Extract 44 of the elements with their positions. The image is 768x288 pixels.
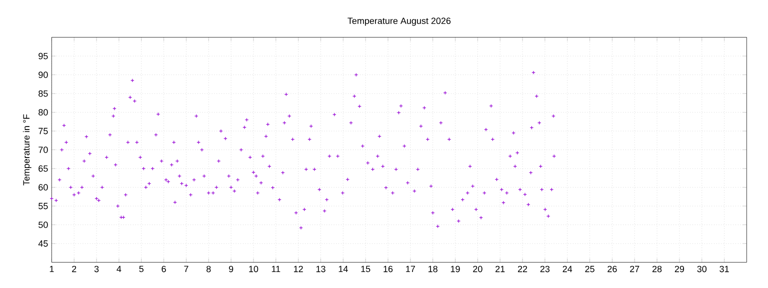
y-tick-label: 55 bbox=[38, 202, 48, 210]
x-tick-label: 28 bbox=[652, 266, 662, 272]
x-tick-label: 27 bbox=[630, 266, 640, 272]
x-tick-label: 23 bbox=[540, 266, 550, 272]
y-tick-label: 65 bbox=[38, 165, 48, 172]
y-tick-label: 95 bbox=[38, 52, 48, 60]
x-tick-label: 13 bbox=[316, 266, 326, 272]
y-tick-label: 45 bbox=[38, 240, 48, 247]
x-tick-label: 9 bbox=[228, 266, 234, 272]
y-tick-label: 85 bbox=[38, 90, 48, 97]
y-tick-label: 90 bbox=[38, 72, 48, 78]
y-tick-label: 60 bbox=[38, 184, 48, 190]
x-tick-label: 15 bbox=[361, 266, 370, 272]
x-tick-label: 1 bbox=[50, 266, 54, 272]
y-axis-title: Temperature in °F bbox=[22, 114, 32, 186]
x-tick-label: 4 bbox=[116, 266, 122, 272]
x-tick-label: 12 bbox=[294, 266, 303, 272]
x-tick-label: 22 bbox=[518, 266, 528, 272]
x-tick-label: 2 bbox=[72, 266, 76, 272]
chart-title: Temperature August 2026 bbox=[348, 18, 451, 26]
x-tick-label: 30 bbox=[697, 266, 707, 272]
x-tick-label: 7 bbox=[184, 266, 188, 272]
x-tick-label: 10 bbox=[249, 266, 258, 272]
y-tick-label: 50 bbox=[38, 222, 48, 228]
x-tick-label: 11 bbox=[272, 266, 280, 272]
x-tick-label: 6 bbox=[162, 266, 166, 272]
x-tick-label: 24 bbox=[562, 266, 572, 272]
x-tick-label: 5 bbox=[139, 266, 144, 272]
y-tick-label: 80 bbox=[38, 109, 48, 116]
x-tick-label: 21 bbox=[496, 266, 505, 272]
y-tick-label: 75 bbox=[38, 128, 48, 134]
x-tick-label: 3 bbox=[94, 266, 99, 272]
x-tick-label: 20 bbox=[473, 266, 482, 272]
x-tick-label: 16 bbox=[384, 266, 393, 272]
x-tick-label: 18 bbox=[428, 266, 438, 272]
y-tick-label: 70 bbox=[38, 146, 48, 153]
x-tick-label: 19 bbox=[450, 266, 460, 272]
x-tick-label: 26 bbox=[608, 266, 617, 272]
x-tick-label: 14 bbox=[338, 266, 348, 272]
x-tick-label: 25 bbox=[585, 266, 594, 272]
x-tick-label: 31 bbox=[720, 266, 729, 272]
x-tick-label: 17 bbox=[406, 266, 415, 272]
x-tick-label: 29 bbox=[674, 266, 684, 272]
x-tick-label: 8 bbox=[206, 266, 211, 272]
